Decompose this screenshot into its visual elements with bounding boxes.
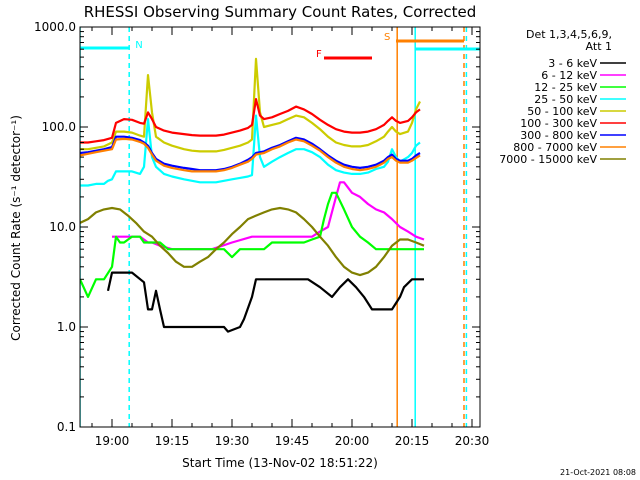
series-line-8: [80, 206, 425, 277]
event-label-0: N: [135, 40, 142, 51]
series-line-7: [80, 137, 421, 173]
x-tick-label: 20:30: [455, 434, 490, 448]
x-tick-label: 19:45: [275, 434, 310, 448]
plot-area: [80, 27, 468, 427]
y-tick-label: 0.1: [57, 420, 76, 434]
series-line-6: [80, 135, 421, 172]
legend-label: 100 - 300 keV: [520, 117, 597, 130]
series-line-1: [112, 181, 425, 251]
chart-title: RHESSI Observing Summary Count Rates, Co…: [84, 3, 477, 21]
timestamp: 21-Oct-2021 08:08: [560, 468, 636, 477]
axes: N F S 0.1 1.0 10.0 100.0 1000.0 19:00 19:15 19:30 1…: [34, 20, 489, 448]
y-tick-label: 100.0: [42, 120, 76, 134]
legend-header: Att 1: [586, 40, 612, 53]
x-tick-label: 19:30: [215, 434, 250, 448]
series-line-2: [80, 191, 424, 298]
event-label-1: F: [316, 49, 322, 60]
series-line-3: [80, 114, 421, 187]
event-label-2: S: [384, 32, 390, 43]
legend-label: 50 - 100 keV: [527, 105, 597, 118]
x-tick-label: 20:00: [335, 434, 370, 448]
legend-label: 25 - 50 keV: [534, 93, 597, 106]
legend-label: 3 - 6 keV: [548, 57, 597, 70]
x-tick-label: 20:15: [395, 434, 430, 448]
legend-label: 800 - 7000 keV: [513, 141, 597, 154]
x-tick-label: 19:00: [95, 434, 130, 448]
series-line-0: [106, 271, 424, 333]
legend-label: 7000 - 15000 keV: [499, 153, 597, 166]
y-axis-label: Corrected Count Rate (s⁻¹ detector⁻¹): [9, 115, 23, 341]
y-tick-label: 10.0: [49, 220, 76, 234]
legend-header: Det 1,3,4,5,6,9,: [526, 28, 612, 41]
y-tick-label: 1.0: [57, 320, 76, 334]
series-line-4: [80, 57, 421, 153]
legend-label: 6 - 12 keV: [541, 69, 597, 82]
series-line-5: [80, 98, 421, 144]
x-tick-label: 19:15: [155, 434, 190, 448]
legend-label: 300 - 800 keV: [520, 129, 597, 142]
x-axis-label: Start Time (13-Nov-02 18:51:22): [182, 456, 378, 470]
legend-label: 12 - 25 keV: [534, 81, 597, 94]
y-tick-label: 1000.0: [34, 20, 76, 34]
